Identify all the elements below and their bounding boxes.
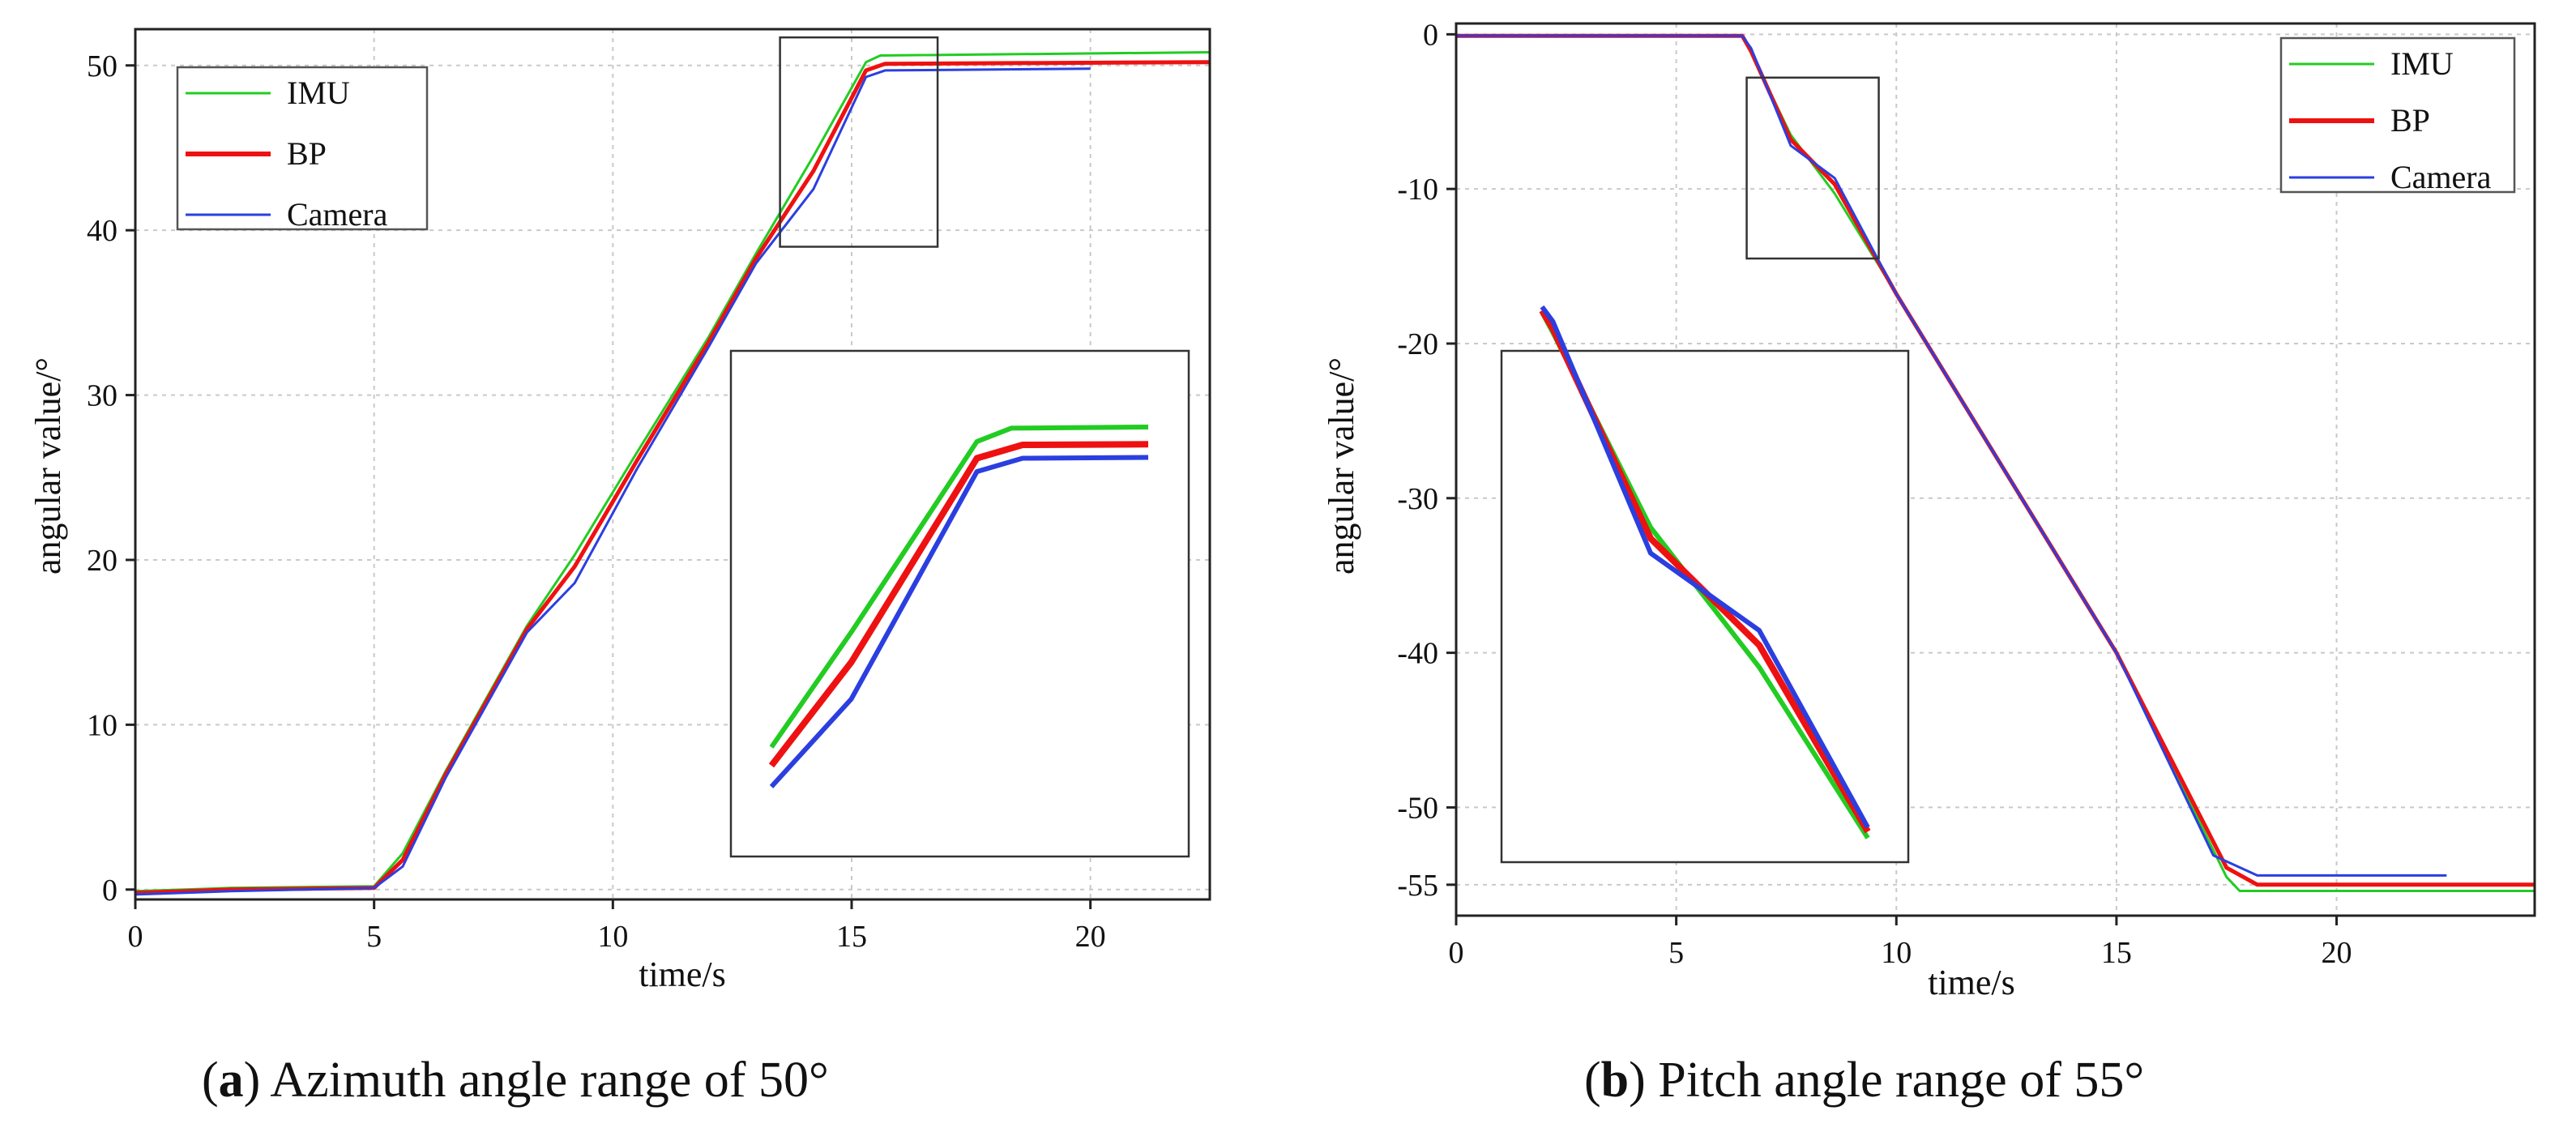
plot-frame bbox=[1455, 22, 2536, 917]
tick-marks bbox=[1446, 32, 2339, 925]
series-line-camera bbox=[135, 67, 1091, 896]
y-tick-label: 10 bbox=[87, 708, 117, 742]
legend-label-bp: BP bbox=[2390, 102, 2430, 139]
series-line-camera bbox=[1456, 34, 2447, 877]
x-tick-labels: 0 5 10 15 20 bbox=[1449, 936, 2352, 970]
y-tick-label: -20 bbox=[1397, 327, 1438, 361]
x-tick-label: 5 bbox=[1668, 936, 1684, 970]
x-tick-label: 0 bbox=[128, 920, 143, 954]
x-tick-label: 10 bbox=[597, 920, 628, 954]
legend: IMU BP Camera bbox=[2279, 36, 2516, 195]
inset-series-line-bp bbox=[768, 441, 1149, 768]
tick-marks bbox=[126, 64, 1092, 909]
inset-frame bbox=[729, 349, 1190, 858]
y-tick-labels: 0 -10 -20 -30 -40 -50 -55 bbox=[1397, 18, 1438, 902]
y-tick-labels: 0 10 20 30 40 50 bbox=[87, 49, 117, 908]
inset-series-line-bp bbox=[1539, 309, 1871, 834]
axes-frame bbox=[134, 28, 1211, 901]
x-tick-label: 5 bbox=[366, 920, 382, 954]
zoom-region-box bbox=[779, 36, 939, 248]
zoom-box bbox=[1745, 76, 1880, 260]
x-tick-label: 20 bbox=[2322, 936, 2352, 970]
y-tick-label: 30 bbox=[87, 379, 117, 413]
series-lines bbox=[1456, 33, 2535, 892]
x-tick-label: 15 bbox=[2101, 936, 2132, 970]
zoom-box bbox=[779, 36, 939, 248]
inset-series-line-camera bbox=[769, 455, 1149, 788]
plot-frame bbox=[134, 28, 1211, 901]
inset-series-line-imu bbox=[769, 425, 1149, 749]
x-axis-label: time/s bbox=[639, 955, 726, 994]
series-lines bbox=[135, 51, 1211, 896]
zoom-region-box bbox=[1745, 76, 1880, 260]
x-axis-label: time/s bbox=[1928, 963, 2015, 1002]
y-tick-label: -30 bbox=[1397, 482, 1438, 516]
x-tick-label: 0 bbox=[1449, 936, 1464, 970]
legend-label-imu: IMU bbox=[287, 75, 350, 111]
x-tick-labels: 0 5 10 15 20 bbox=[128, 920, 1106, 954]
y-tick-label: -40 bbox=[1397, 637, 1438, 671]
caption-b: (b) Pitch angle range of 55° bbox=[1584, 1053, 2144, 1108]
y-tick-label: 40 bbox=[87, 214, 117, 248]
legend: IMU BP Camera bbox=[176, 66, 429, 233]
inset-series-line-camera bbox=[1540, 305, 1870, 829]
legend-label-bp: BP bbox=[287, 135, 327, 172]
legend-label-imu: IMU bbox=[2390, 45, 2454, 82]
y-tick-label: -50 bbox=[1397, 791, 1438, 825]
x-tick-label: 10 bbox=[1881, 936, 1912, 970]
y-tick-label: 20 bbox=[87, 544, 117, 578]
inset-zoom-plot bbox=[1500, 305, 1910, 864]
chart-panel-pitch: 0 5 10 15 20 0 -10 -20 -30 -40 -50 -55 IMU BP Camera… bbox=[1322, 18, 2536, 1108]
legend-label-camera: Camera bbox=[287, 196, 388, 233]
legend-label-camera: Camera bbox=[2390, 159, 2492, 195]
y-tick-label: -10 bbox=[1397, 173, 1438, 207]
inset-zoom-plot bbox=[729, 349, 1190, 858]
y-tick-label: -55 bbox=[1397, 869, 1438, 903]
y-tick-label: 50 bbox=[87, 49, 117, 83]
x-tick-label: 20 bbox=[1075, 920, 1106, 954]
axes-frame bbox=[1455, 22, 2536, 917]
y-axis-label: angular value/° bbox=[1322, 357, 1361, 575]
y-axis-label: angular value/° bbox=[28, 357, 68, 575]
y-tick-label: 0 bbox=[1423, 18, 1438, 52]
caption-a: (a) Azimuth angle range of 50° bbox=[202, 1053, 829, 1108]
x-tick-label: 15 bbox=[836, 920, 867, 954]
y-tick-label: 0 bbox=[102, 874, 117, 908]
